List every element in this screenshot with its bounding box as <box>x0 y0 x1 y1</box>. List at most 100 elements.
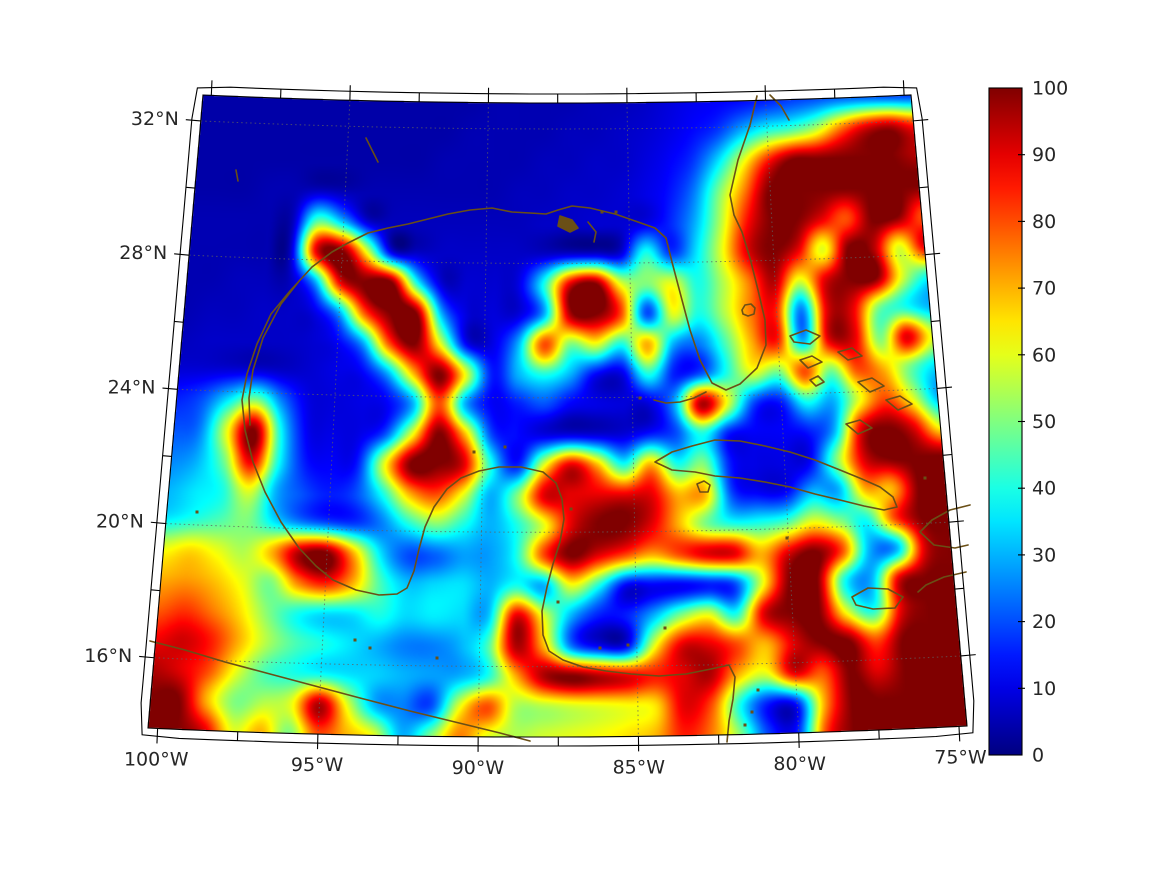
lon-tick-label: 95°W <box>291 754 344 776</box>
colorbar-tick-label: 80 <box>1032 211 1056 233</box>
lat-tick-label: 16°N <box>84 645 132 667</box>
gridline-parallel <box>177 387 938 399</box>
coastline-isla-juventud <box>696 480 711 493</box>
colorbar-tick-label: 10 <box>1032 678 1056 700</box>
colorbar-tick-label: 40 <box>1032 478 1056 500</box>
lat-tick-label: 32°N <box>131 108 179 130</box>
coastline-padre-islet <box>235 169 239 182</box>
island-dot <box>614 210 618 214</box>
island-dot <box>750 710 754 714</box>
island-dot <box>556 600 560 604</box>
coastline-hispaniola-south-spur <box>917 571 967 593</box>
gridline-parallel <box>154 655 961 668</box>
colorbar-tick-label: 100 <box>1032 78 1068 100</box>
lon-tick-label: 75°W <box>934 746 987 768</box>
lat-tick-major <box>925 252 941 256</box>
gridline-meridian <box>477 102 489 737</box>
lat-frame-divider <box>919 186 929 189</box>
island-dot <box>503 445 507 449</box>
graticule <box>154 100 961 737</box>
lon-tick-label: 90°W <box>452 757 505 779</box>
coastline-bahama-2 <box>837 347 863 361</box>
island-dot <box>638 396 642 400</box>
coastline-bahama-4 <box>885 395 913 411</box>
gridline-parallel <box>165 521 949 533</box>
lat-frame-divider <box>942 453 952 456</box>
lat-tick-label: 20°N <box>96 511 144 533</box>
lon-tick-major <box>210 80 213 96</box>
coastlines <box>149 94 971 743</box>
gridline-meridian <box>317 100 351 735</box>
island-dot <box>435 656 439 660</box>
lat-tick-major <box>913 118 929 122</box>
lat-tick-major <box>960 654 976 657</box>
coastline-cuba <box>654 439 898 511</box>
coastline-jamaica <box>851 587 904 610</box>
coastline-bahama-3 <box>857 377 885 393</box>
coastline-lake-okeechobee <box>741 303 756 317</box>
lat-tick-major <box>948 520 964 523</box>
island-dot <box>368 646 372 650</box>
gridline-meridian <box>765 100 800 733</box>
coastline-texas-barrier <box>248 279 301 426</box>
colorbar-tick-label: 50 <box>1032 411 1056 433</box>
lat-tick-label: 24°N <box>108 376 156 398</box>
island-dot <box>756 688 760 692</box>
lat-tick-major <box>185 119 201 122</box>
map-frame <box>139 80 976 752</box>
lat-tick-label: 28°N <box>119 242 167 264</box>
lat-frame-divider <box>174 320 184 323</box>
gridline-parallel <box>200 120 914 130</box>
coastline-bahama-7 <box>845 419 873 435</box>
colorbar-tick-label: 60 <box>1032 344 1056 366</box>
lat-tick-major <box>936 386 953 389</box>
coastline-mississippi-delta <box>557 215 579 233</box>
island-dot <box>785 536 789 540</box>
coastline-chandeleur <box>587 221 597 243</box>
island-dot <box>743 723 747 727</box>
lat-tick-major <box>162 387 178 390</box>
colorbar: 0 10 20 30 40 50 60 70 80 90 100 <box>988 78 1068 767</box>
lon-tick-label: 85°W <box>613 756 666 778</box>
frame-inner-boundary <box>147 94 968 738</box>
frame-outer-boundary <box>140 86 975 747</box>
coastline-bahama-6 <box>799 355 823 369</box>
lon-tick-major <box>156 728 159 744</box>
colorbar-tick-label: 0 <box>1032 745 1044 767</box>
coastline-carolina-barrier <box>769 94 790 121</box>
island-dot <box>923 476 927 480</box>
lon-tick-label: 100°W <box>124 748 189 770</box>
lon-tick-major <box>902 80 905 96</box>
island-dot <box>195 510 199 514</box>
lat-tick-major <box>150 521 166 525</box>
coastline-pacific-coast <box>149 640 531 742</box>
island-dot <box>353 638 357 642</box>
coastline-hispaniola-north <box>919 504 971 549</box>
lon-tick-major <box>958 726 961 742</box>
colorbar-tick-label: 20 <box>1032 611 1056 633</box>
colorbar-gradient <box>988 87 1023 756</box>
lat-frame-divider <box>931 320 941 323</box>
island-dot <box>472 450 476 454</box>
coastline-bahama-5 <box>809 375 825 387</box>
coastline-mainland-gulf-caribbean <box>241 95 767 743</box>
axis-labels: 32°N 28°N 24°N 20°N 16°N 100°W 95°W 90°W 85°W 80°… <box>84 108 987 779</box>
island-dot <box>598 646 602 650</box>
lon-tick-label: 80°W <box>773 753 826 775</box>
lat-frame-divider <box>185 186 195 189</box>
colorbar-tick-label: 30 <box>1032 544 1056 566</box>
colorbar-tick-label: 70 <box>1032 278 1056 300</box>
lat-tick-major <box>174 253 190 256</box>
island-dot <box>626 643 630 647</box>
island-dot <box>569 507 573 511</box>
coastline-florida-keys <box>653 391 707 404</box>
lat-frame-divider <box>954 587 964 590</box>
colorbar-tick-label: 90 <box>1032 144 1056 166</box>
lat-frame-divider <box>150 589 160 592</box>
coastline-bahama-1 <box>789 329 821 345</box>
island-dot <box>600 210 604 214</box>
island-dot <box>663 626 667 630</box>
lat-tick-major <box>139 655 155 659</box>
